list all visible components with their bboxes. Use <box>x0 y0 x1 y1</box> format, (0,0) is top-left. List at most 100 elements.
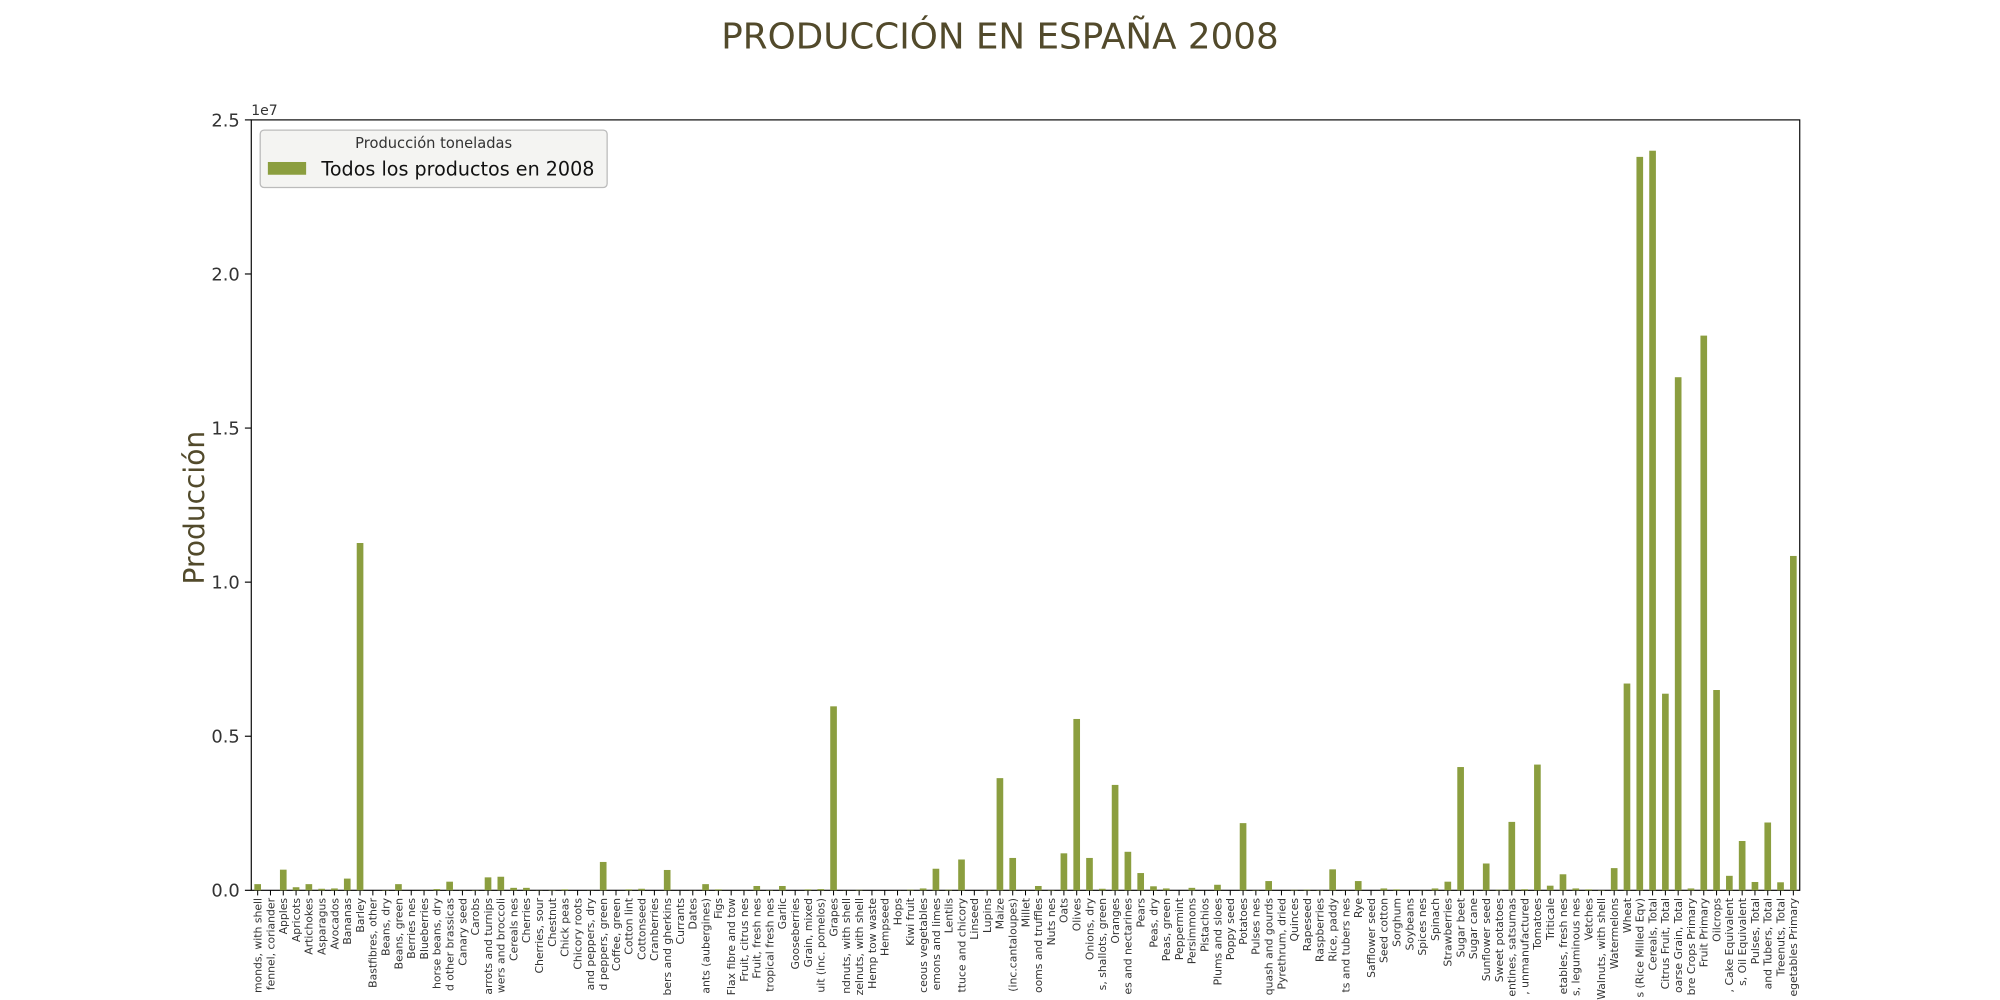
x-tick-label: Lupins <box>981 898 994 933</box>
bar <box>1265 881 1272 891</box>
bar <box>1636 156 1644 891</box>
x-tick-label: Grapes <box>827 898 840 937</box>
x-tick-label: Cherries <box>520 898 533 943</box>
bar <box>510 887 517 891</box>
bar <box>1674 377 1682 891</box>
bar <box>1777 882 1784 891</box>
x-tick-label: tropical fresh nes <box>763 898 776 992</box>
x-tick-label: Artichokes <box>303 898 316 955</box>
x-tick-label: Linseed <box>968 898 981 940</box>
bar <box>292 887 300 891</box>
x-tick-label: entines, satsumas <box>1506 898 1519 997</box>
x-tick-label: Safflower seed <box>1365 898 1378 978</box>
x-tick-label: Olives <box>1071 898 1084 932</box>
bar <box>1610 868 1618 891</box>
bar <box>318 888 325 891</box>
x-tick-label: Dates <box>687 898 700 930</box>
x-tick-label: Cereals nes <box>507 898 520 961</box>
x-tick-label: Hempseed <box>879 898 892 956</box>
bar <box>395 884 402 891</box>
bar <box>1329 869 1336 891</box>
x-tick-label: Pears <box>1135 898 1148 928</box>
x-tick-label: quash and gourds <box>1262 898 1275 996</box>
x-tick-label: Fruit, fresh nes <box>751 898 764 979</box>
x-tick-label: s, shallots, green <box>1096 898 1109 990</box>
bar <box>1713 690 1720 891</box>
bar <box>1239 823 1247 891</box>
bar <box>1790 555 1797 891</box>
x-tick-label: Quinces <box>1288 898 1301 942</box>
bar <box>715 889 722 891</box>
x-tick-label: Canary seed <box>456 898 469 966</box>
x-tick-label: Treenuts, Total <box>1774 898 1787 977</box>
x-tick-label: Sorghum <box>1390 898 1403 947</box>
chart-title: PRODUCCIÓN EN ESPAÑA 2008 <box>721 15 1278 57</box>
x-tick-label: Spices nes <box>1416 898 1429 956</box>
x-tick-label: Currants <box>674 898 687 945</box>
x-tick-label: fennel, coriander <box>264 897 277 990</box>
bar <box>1534 764 1541 891</box>
bar <box>1060 853 1068 891</box>
x-tick-label: Carobs <box>469 898 482 936</box>
x-tick-label: Sunflower seed <box>1480 898 1493 981</box>
bar <box>1393 889 1400 891</box>
x-tick-label: Peas, dry <box>1147 897 1160 947</box>
bar <box>1303 889 1311 891</box>
x-tick-label: Vetches <box>1582 898 1595 941</box>
bar <box>1649 150 1656 891</box>
x-tick-label: d other brassicas <box>443 898 456 991</box>
bar <box>1687 888 1695 891</box>
bar <box>1380 888 1388 891</box>
x-tick-label: and Tubers, Total <box>1762 898 1775 989</box>
bar <box>1738 841 1746 891</box>
x-tick-label: wers and broccoli <box>495 898 508 993</box>
x-tick-label: arrots and turnips <box>482 898 495 995</box>
x-tick-label: Potatoes <box>1237 898 1250 945</box>
y-offset-label: 1e7 <box>251 103 277 119</box>
x-tick-label: Sugar beet <box>1454 898 1467 958</box>
x-tick-label: ts and tubers nes <box>1339 898 1352 993</box>
x-tick-label: Spinach <box>1429 898 1442 941</box>
bar <box>958 859 965 891</box>
x-tick-label: etables, fresh nes <box>1557 898 1570 995</box>
legend-box <box>259 129 608 189</box>
y-tick-label: 2.0 <box>211 264 239 285</box>
x-tick-label: Berries nes <box>405 898 418 959</box>
bar <box>1086 857 1093 891</box>
x-tick-label: Tomatoes <box>1531 898 1544 951</box>
x-tick-label: s (Rice Milled Eqv) <box>1634 898 1647 998</box>
bar <box>254 884 262 891</box>
bar <box>1162 888 1170 891</box>
x-tick-label: Figs <box>712 898 725 919</box>
y-tick-label: 0.0 <box>211 881 239 902</box>
x-tick-label: Chestnut <box>546 898 559 947</box>
bar <box>561 889 569 891</box>
x-tick-label: Nuts nes <box>1045 898 1058 946</box>
x-tick-label: Apples <box>277 898 290 935</box>
x-tick-label: , Cake Equivalent <box>1723 898 1736 992</box>
x-tick-label: Citrus Fruit, Total <box>1659 898 1672 989</box>
x-tick-label: Bastfibres, other <box>367 897 380 987</box>
bar <box>1546 885 1554 891</box>
bar <box>663 869 671 891</box>
x-tick-label: Grain, mixed <box>802 898 815 967</box>
x-tick-label: Triticale <box>1544 898 1557 941</box>
y-tick-label: 2.5 <box>211 110 239 131</box>
x-tick-label: Peas, green <box>1160 898 1173 961</box>
bar <box>484 877 492 891</box>
bar <box>1457 767 1464 891</box>
bar <box>433 889 441 891</box>
bar <box>1559 874 1567 891</box>
x-tick-label: Persimmons <box>1186 898 1199 964</box>
x-tick-label: Rice, paddy <box>1326 897 1339 961</box>
bar <box>804 889 812 891</box>
bar <box>1495 889 1503 891</box>
bar <box>343 878 351 891</box>
x-tick-label: bers and gherkins <box>661 898 674 996</box>
x-tick-label: Pistachios <box>1198 898 1211 952</box>
x-tick-label: emons and limes <box>930 898 943 991</box>
x-tick-label: s, leguminous nes <box>1570 898 1583 996</box>
x-tick-label: s, Oil Equivalent <box>1736 898 1749 986</box>
x-tick-label: Kiwi fruit <box>904 898 917 946</box>
